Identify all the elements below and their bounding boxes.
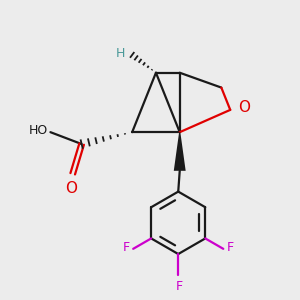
- Polygon shape: [174, 132, 186, 171]
- Text: O: O: [65, 181, 77, 196]
- Text: F: F: [122, 241, 130, 254]
- Text: O: O: [238, 100, 250, 115]
- Text: F: F: [176, 280, 183, 293]
- Text: H: H: [116, 47, 125, 60]
- Text: HO: HO: [29, 124, 48, 137]
- Text: F: F: [227, 241, 234, 254]
